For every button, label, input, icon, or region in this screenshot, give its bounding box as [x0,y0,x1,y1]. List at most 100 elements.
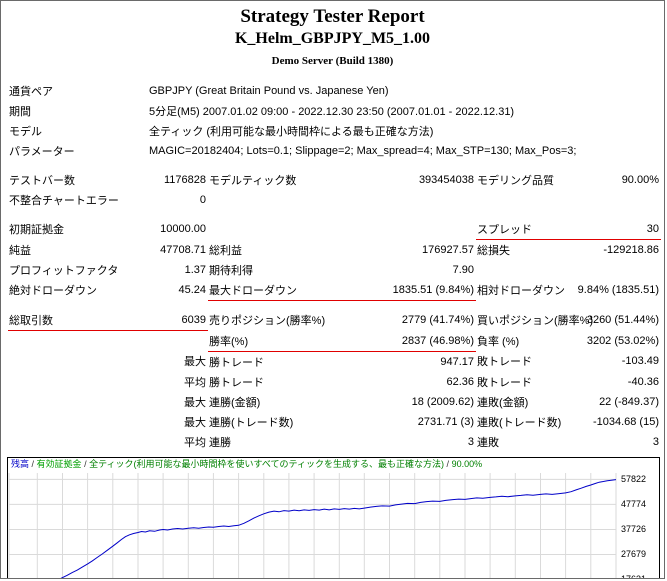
report-label: 絶対ドローダウン [9,285,97,298]
report-row: 絶対ドローダウン 45.24 最大ドローダウン 1835.51 (9.84%) 相対ドロ… [8,280,661,301]
report-value: 393454038 [418,174,474,186]
report-label: 連敗(トレード数) [477,416,562,429]
legend-separator: / [31,458,37,469]
report-row: 通貨ペア GBPJPY (Great Britain Pound vs. Japa… [8,81,661,101]
report-label: 総取引数 [8,310,148,331]
report-label [8,331,208,352]
spacer-row [8,161,661,170]
report-label: 総利益 [209,244,242,257]
legend-separator: / [446,458,452,469]
report-label [208,219,338,240]
report-value: 2731.71 (3) [417,415,474,428]
report-value: 3202 (53.02%) [586,334,659,347]
report-label: モデル [9,126,42,138]
report-label: 買いポジション(勝率%) [477,315,594,328]
report-value: 2837 (46.98%) [338,330,476,352]
spacer-row [8,301,661,311]
y-axis-labels: 17631 27679 37726 47774 57822 [618,470,659,579]
report-row: 平均 勝トレード 62.36 敗トレード -40.36 [8,372,661,392]
report-value [576,260,661,280]
report-label: 勝トレード [209,356,264,369]
report-label: 総損失 [477,245,510,257]
report-value: 30 [576,219,661,240]
report-row: パラメーター MAGIC=20182404; Lots=0.1; Slippage… [8,141,661,161]
report-label: 勝トレード [209,376,264,389]
report-value: 0 [199,194,206,206]
report-value: 22 (-849.37) [599,395,659,408]
report-value: MAGIC=20182404; Lots=0.1; Slippage=2; Ma… [149,145,577,157]
spacer-cell [8,210,661,219]
report-value: 1835.51 (9.84%) [338,280,476,301]
report-value: 947.17 [440,355,474,368]
report-label: 負率 (%) [477,335,520,348]
report-value: -129218.86 [603,244,659,256]
report-row: 最大 勝トレード 947.17 敗トレード -103.49 [8,351,661,372]
legend-equity-label: 有効証拠金 [36,458,82,469]
report-value: 3 [467,435,474,448]
expert-name: K_Helm_GBPJPY_M5_1.00 [234,30,431,47]
report-row: テストバー数 1176828 モデルティック数 393454038 モデリング品質 90.… [8,170,661,190]
report-value [338,190,476,210]
report-value: -103.49 [621,355,659,368]
y-tick-label: 27679 [621,549,647,559]
balance-chart-frame: 残高 / 有効証拠金 / 全ティック(利用可能な最小時間枠を使いすべてのティック… [7,456,660,579]
report-row: 勝率(%) 2837 (46.98%) 負率 (%) 3202 (53.02%) [8,330,661,352]
chart-legend: 残高 / 有効証拠金 / 全ティック(利用可能な最小時間枠を使いすべてのティック… [8,458,659,470]
report-row: 純益 47708.71 総利益 176927.57 総損失 -129218.86 [8,240,661,261]
y-tick-label: 57822 [621,473,647,484]
report-row: 初期証拠金 10000.00 スプレッド 30 [8,219,661,240]
y-tick-label: 17631 [621,574,647,579]
report-value: 2779 (41.74%) [401,314,474,327]
report-row: プロフィットファクタ 1.37 期待利得 7.90 [8,260,661,280]
y-tick-label: 37726 [621,524,647,534]
report-label: モデリング品質 [477,175,554,187]
report-label: 相対ドローダウン [477,285,565,298]
report-value: 10000.00 [160,223,206,236]
report-row: 期間 5分足(M5) 2007.01.02 09:00 - 2022.12.30 … [8,101,661,121]
report-label: 売りポジション(勝率%) [209,315,326,328]
report-value: 18 (2009.62) [411,395,474,408]
report-row: 不整合チャートエラー 0 [8,190,661,210]
report-label: 純益 [9,244,31,257]
report-label: パラメーター [9,146,75,158]
spacer-cell [8,301,661,311]
report-value: -40.36 [627,375,659,388]
report-value [576,190,661,210]
report-value: 6039 [148,310,208,331]
report-row: 総取引数 6039 売りポジション(勝率%) 2779 (41.74%) 買いポジション… [8,310,661,331]
report-value: 3 [652,435,659,448]
report-value: 176927.57 [422,243,474,256]
report-label: 平均 [184,436,206,449]
report-value: 7.90 [452,264,474,276]
report-table-body: 通貨ペア GBPJPY (Great Britain Pound vs. Japa… [8,81,661,452]
report-label: 最大 [184,396,206,409]
report-label: 連勝(トレード数) [209,416,294,429]
report-label: スプレッド [476,219,576,240]
report-row: 平均 連勝 3 連敗 3 [8,432,661,452]
spacer-row [8,210,661,219]
report-table: 通貨ペア GBPJPY (Great Britain Pound vs. Japa… [8,81,661,452]
legend-model-text: 全ティック(利用可能な最小時間枠を使いすべてのティックを生成する、最も正確な方法… [89,458,445,469]
report-row: モデル 全ティック (利用可能な最小時間枠による最も正確な方法) [8,121,661,141]
report-value: 90.00% [621,174,659,186]
report-label: 敗トレード [477,376,532,389]
report-label [208,190,338,210]
report-value: 1176828 [163,174,206,186]
legend-separator: / [84,458,90,469]
y-tick-label: 47774 [621,498,647,509]
report-value: 62.36 [446,375,474,388]
report-label: 連敗(金額) [477,396,529,409]
report-label: 連敗 [477,436,499,449]
report-label: 敗トレード [477,356,532,369]
report-value: 45.24 [178,284,206,297]
report-label [476,190,576,210]
report-header: Strategy Tester Report K_Helm_GBPJPY_M5_… [1,6,664,68]
report-value: GBPJPY (Great Britain Pound vs. Japanese… [149,85,389,97]
report-row: 最大 連勝(トレード数) 2731.71 (3) 連敗(トレード数) -1034.68 … [8,412,661,432]
chart-plot-row: 17631 27679 37726 47774 57822 [8,469,659,579]
report-label: 連勝(金額) [209,396,261,409]
report-label: テストバー数 [9,175,75,187]
report-value: 1.37 [184,264,206,276]
report-value: 5分足(M5) 2007.01.02 09:00 - 2022.12.30 23… [149,106,515,118]
